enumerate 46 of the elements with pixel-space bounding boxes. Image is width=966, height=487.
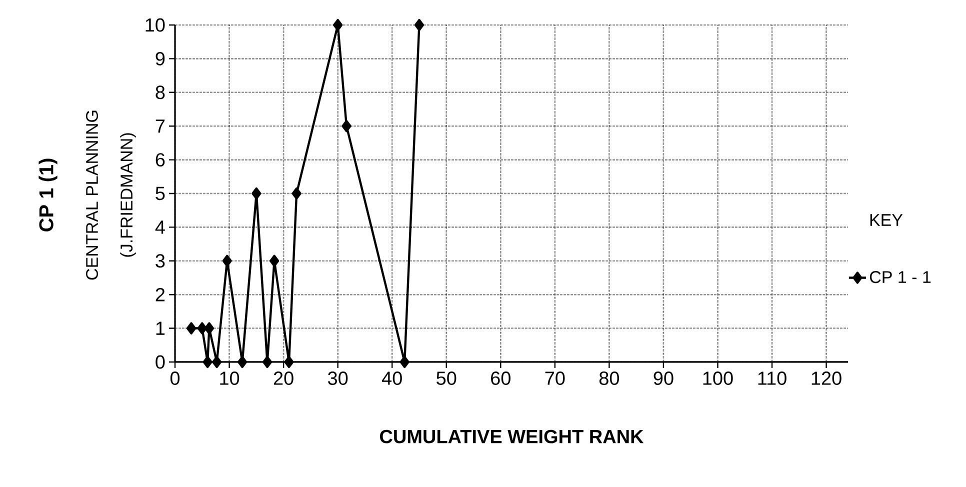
y-tick-label: 10 — [146, 18, 165, 32]
point — [284, 356, 294, 368]
y-axis-title: CP 1 (1) — [38, 158, 58, 232]
text: (J.FRIEDMANN) — [120, 133, 136, 257]
x-tick-label: 30 — [328, 372, 348, 385]
x-tick-label: 90 — [654, 372, 674, 385]
legend-title: KEY — [870, 214, 903, 226]
x-tick-label: 0 — [170, 372, 180, 385]
x-tick-label: 40 — [382, 372, 402, 385]
point — [269, 254, 280, 267]
y-tick-label: 6 — [156, 153, 165, 167]
point — [292, 187, 302, 200]
y-tick-label: 0 — [156, 355, 165, 369]
x-tick-label: 100 — [703, 372, 733, 385]
point — [202, 356, 212, 368]
point — [197, 322, 207, 334]
x-tick-label: 70 — [545, 372, 565, 385]
point — [186, 322, 196, 334]
x-tick-label: 120 — [812, 372, 842, 385]
x-tick-label: 60 — [491, 372, 510, 385]
x-tick-label: 80 — [599, 372, 620, 385]
point — [204, 322, 214, 334]
point — [237, 356, 248, 368]
legend-label: CP 1 - 1 — [870, 271, 931, 284]
x-axis-title: CUMULATIVE WEIGHT RANK — [380, 430, 644, 444]
point — [342, 120, 352, 132]
y-tick-label: 4 — [155, 220, 165, 234]
point — [222, 254, 232, 267]
y-tick-label: 7 — [156, 120, 165, 133]
point — [332, 18, 343, 32]
y-tick-label: 3 — [156, 254, 165, 268]
point — [414, 18, 424, 32]
y-tick-label: 2 — [156, 288, 165, 302]
y-tick-label: 8 — [156, 86, 165, 100]
point — [262, 356, 272, 368]
x-tick-label: 20 — [274, 372, 294, 385]
point — [212, 356, 222, 368]
x-tick-label: 10 — [220, 372, 240, 385]
y-tick-label: 9 — [156, 52, 165, 66]
point — [400, 356, 410, 368]
y-tick-label: 5 — [156, 186, 165, 200]
y-tick-label: 1 — [156, 322, 165, 335]
text: CENTRAL PLANNING — [86, 110, 98, 280]
x-tick-label: 50 — [436, 372, 456, 385]
point — [252, 187, 262, 200]
x-tick-label: 110 — [758, 372, 786, 385]
